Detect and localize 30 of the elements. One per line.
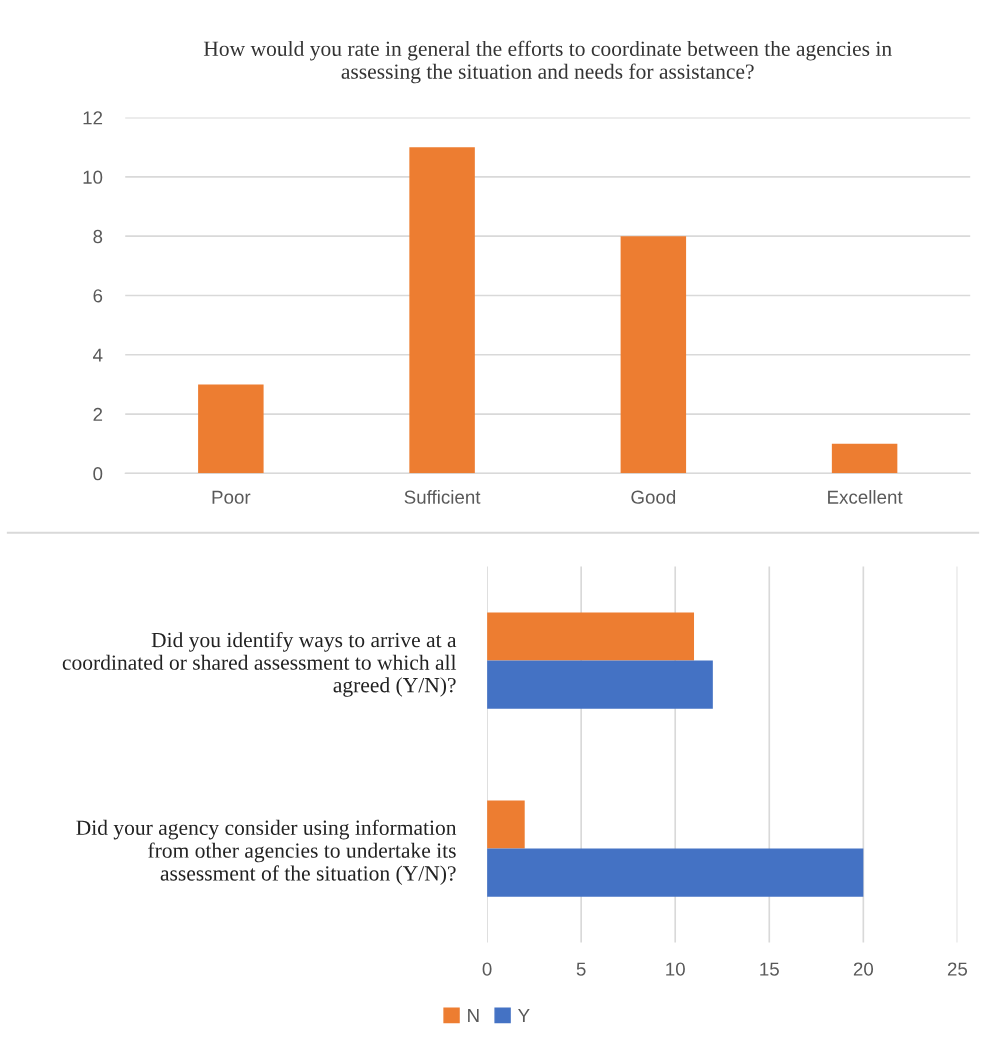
y-tick-label: 12 [83, 111, 103, 125]
y-tick-label: 2 [93, 407, 103, 421]
y-tick-label: Did your agency consider using information from other agencies to undertake its assessment of the situation (Y/N)? [76, 819, 457, 886]
y-tick-label: 6 [93, 289, 103, 303]
bar [487, 800, 525, 849]
bar [198, 384, 264, 474]
bar [487, 660, 713, 709]
x-tick-label: Poor [212, 490, 251, 504]
chart-title: How would you rate in general the efforts to coordinate between the agencies in assessing the situation and needs for assistance? [203, 40, 892, 84]
y-tick-label: 10 [83, 170, 103, 184]
bar [487, 612, 695, 661]
y-tick-label: 8 [93, 229, 103, 244]
x-tick-label: 5 [576, 962, 586, 976]
bar [831, 443, 898, 474]
x-tick-label: 0 [482, 962, 492, 976]
x-tick-label: 25 [947, 962, 968, 976]
x-tick-label: 10 [666, 962, 685, 976]
legend-label: N [468, 1009, 479, 1022]
bar [620, 236, 687, 474]
bar [409, 147, 475, 474]
bar [487, 848, 864, 897]
x-tick-label: Excellent [828, 490, 903, 504]
y-tick-label: 4 [93, 348, 103, 362]
legend-label: Y [518, 1009, 530, 1022]
x-tick-label: Good [631, 490, 676, 504]
y-tick-label: Did you identify ways to arrive at a coordinated or shared assessment to which all agreed (Y/N)? [62, 631, 457, 697]
x-tick-label: Sufficient [404, 490, 481, 504]
y-tick-label: 0 [93, 467, 103, 481]
x-tick-label: 20 [853, 962, 874, 976]
x-tick-label: 15 [760, 962, 779, 976]
